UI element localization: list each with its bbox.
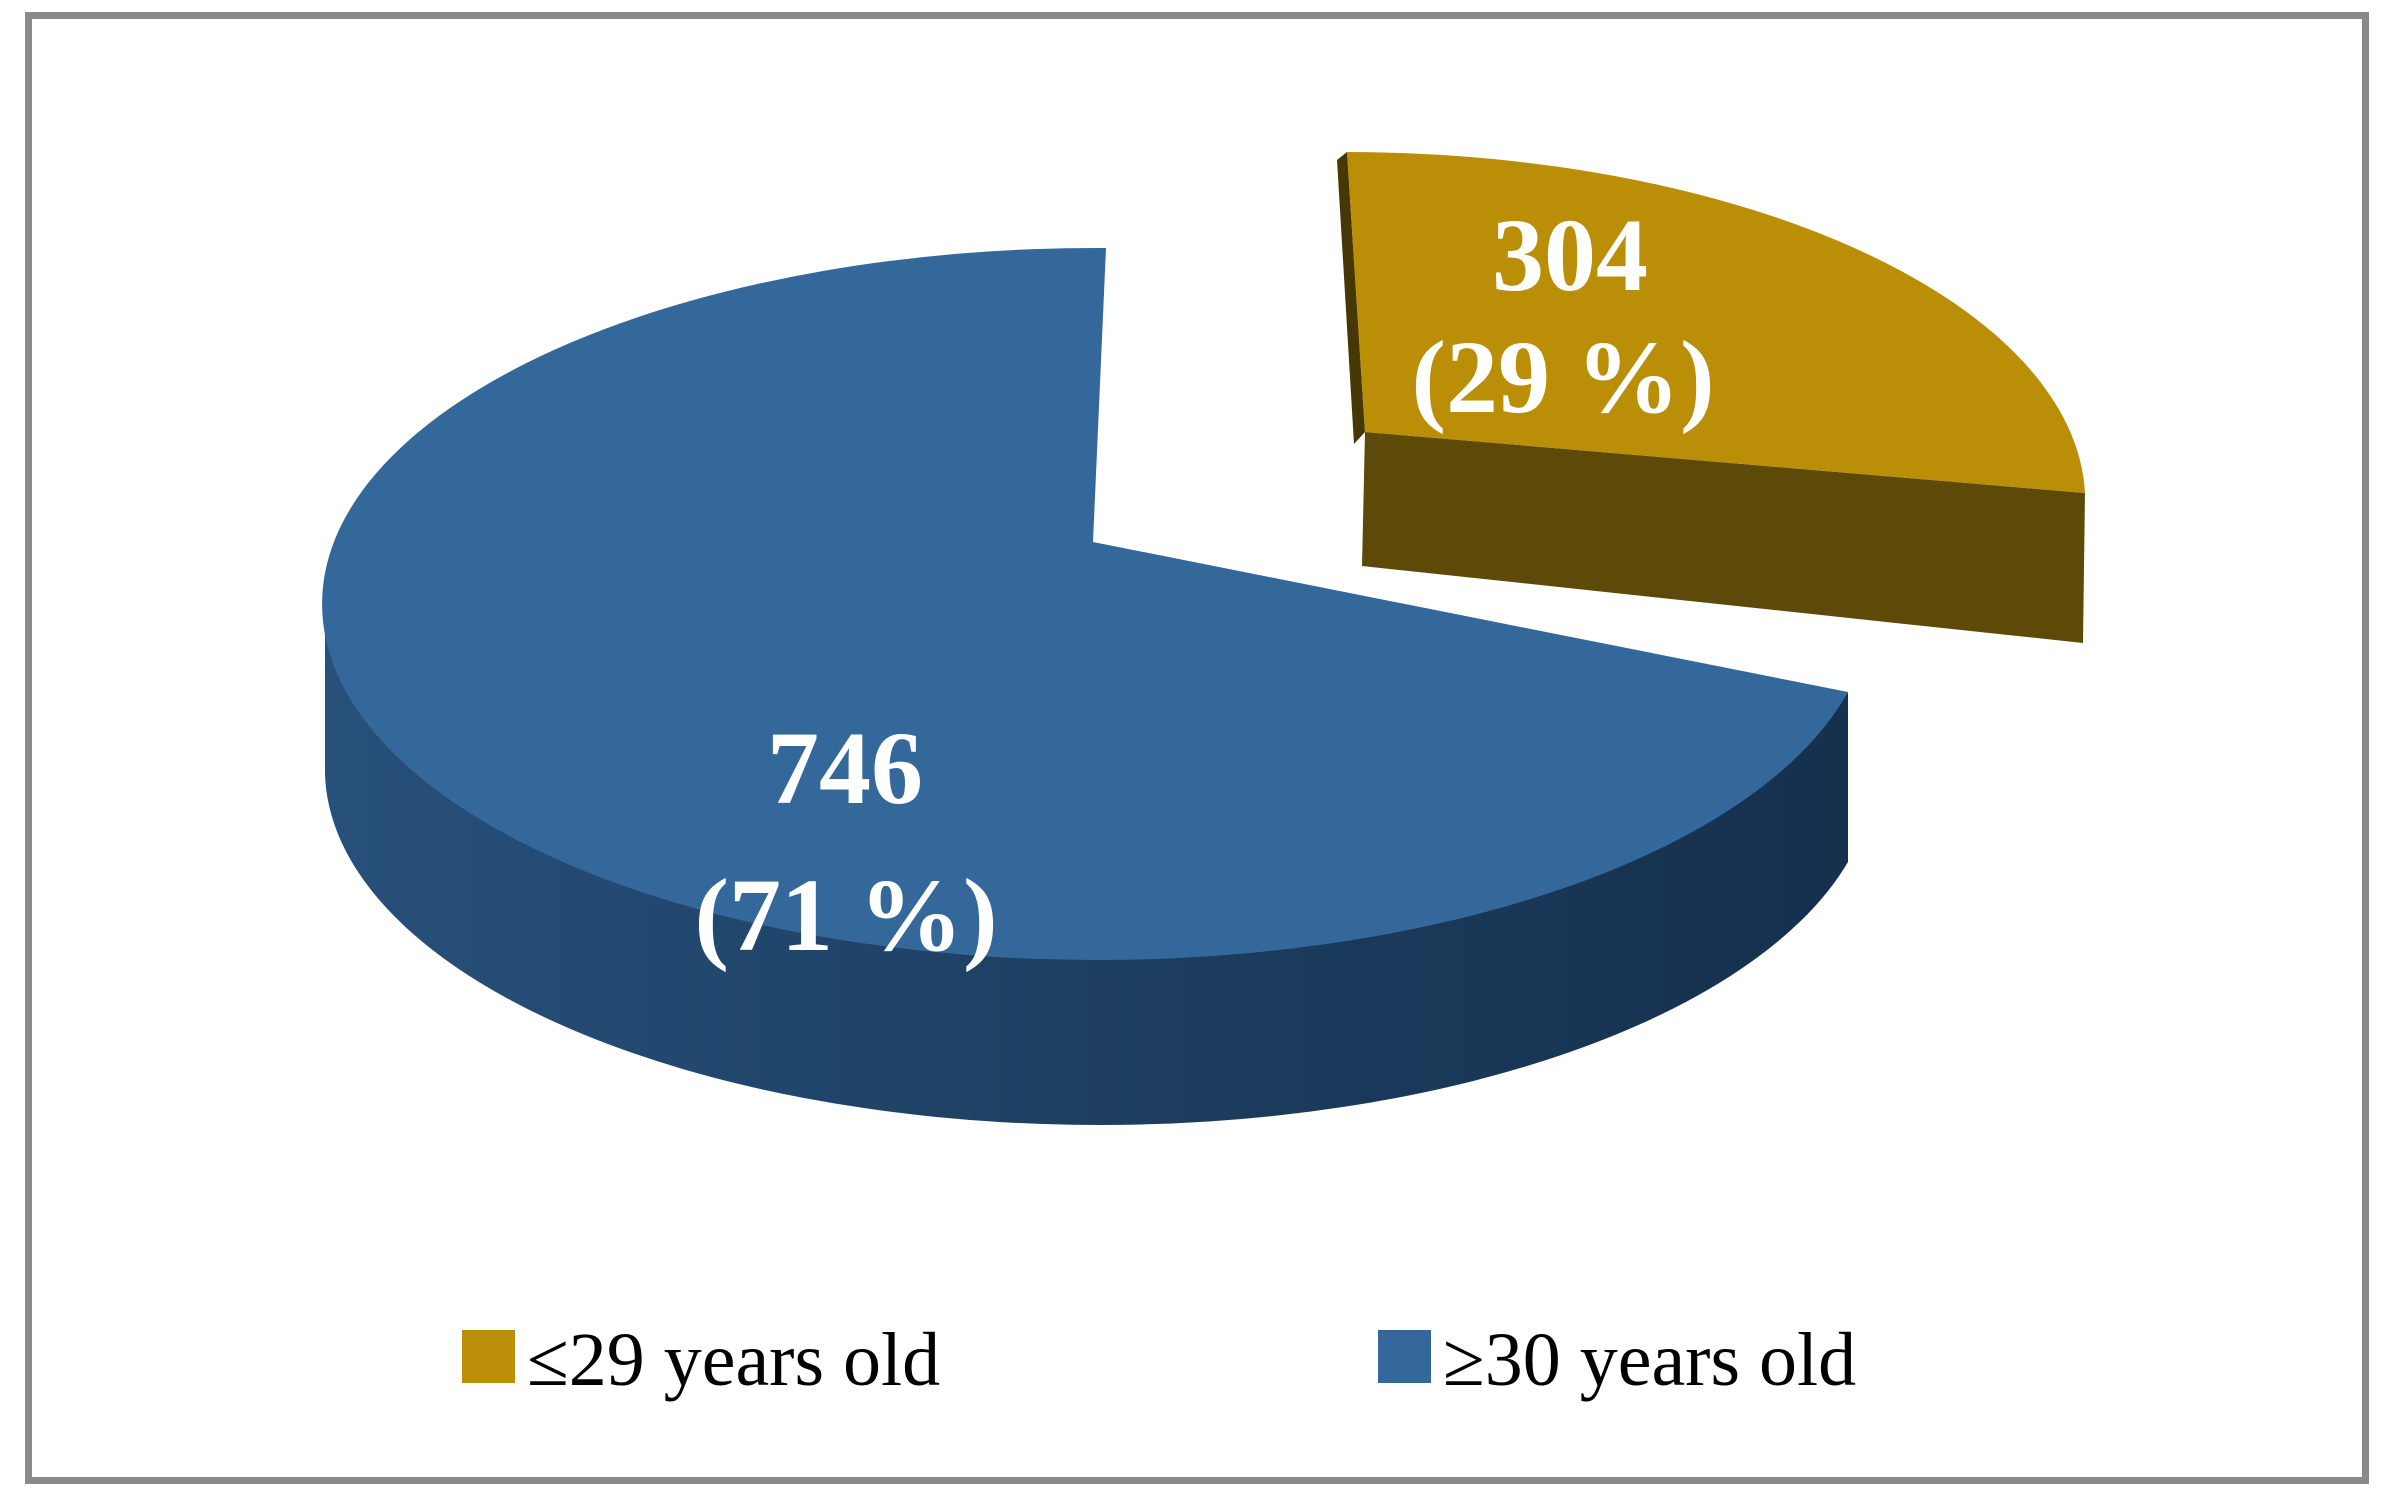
slice-under29-value-label: 304 <box>1492 198 1648 313</box>
pie-slice-30plus-top <box>322 247 1849 960</box>
pie-slice-30plus-side <box>325 604 1848 1125</box>
pie-slice-under29-side <box>1362 432 2085 643</box>
legend-item-30plus: ≥30 years old <box>1378 1310 1856 1410</box>
slice-30plus-value-label: 746 <box>767 711 923 826</box>
legend-item-under29: ≤29 years old <box>462 1310 940 1410</box>
slice-under29-percent-label: (29 %) <box>1411 320 1714 435</box>
legend-label-under29: ≤29 years old <box>527 1318 941 1402</box>
pie-slice-under29-left-face <box>1337 152 1365 444</box>
legend-swatch-30plus <box>1378 1330 1431 1383</box>
slice-30plus-percent-label: (71 %) <box>694 858 997 973</box>
legend-swatch-under29 <box>462 1330 515 1383</box>
pie-slice-under29-top <box>1347 152 2085 493</box>
legend-label-30plus: ≥30 years old <box>1443 1318 1857 1402</box>
